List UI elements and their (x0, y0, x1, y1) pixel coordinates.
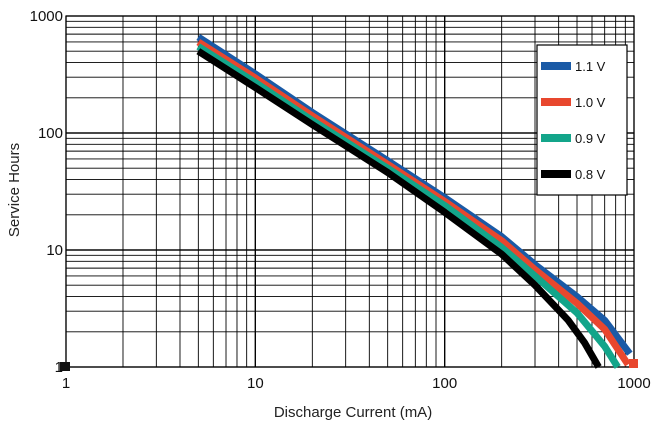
y-tick-label-4: 1000 (30, 8, 63, 25)
legend-swatch-3 (541, 134, 571, 142)
y-axis-label: Service Hours (6, 143, 23, 237)
legend-swatch-4 (541, 170, 571, 178)
y-tick-label-2: 10 (46, 242, 63, 259)
y-tick-label-1: 1 (55, 359, 63, 376)
legend-label-3: 0.9 V (575, 131, 606, 146)
y-tick-label-3: 100 (38, 125, 63, 142)
legend-swatch-1 (541, 62, 571, 70)
legend: 1.1 V 1.0 V 0.9 V 0.8 V (537, 45, 627, 195)
legend-swatch-2 (541, 98, 571, 106)
x-axis-label: Discharge Current (mA) (274, 404, 432, 421)
end-marker (629, 359, 638, 368)
x-tick-label-2: 10 (247, 375, 264, 392)
x-tick-label-4: 1000 (617, 375, 650, 392)
legend-label-1: 1.1 V (575, 59, 606, 74)
legend-label-4: 0.8 V (575, 167, 606, 182)
x-tick-label-1: 1 (62, 375, 70, 392)
x-tick-label-3: 100 (432, 375, 457, 392)
legend-label-2: 1.0 V (575, 95, 606, 110)
